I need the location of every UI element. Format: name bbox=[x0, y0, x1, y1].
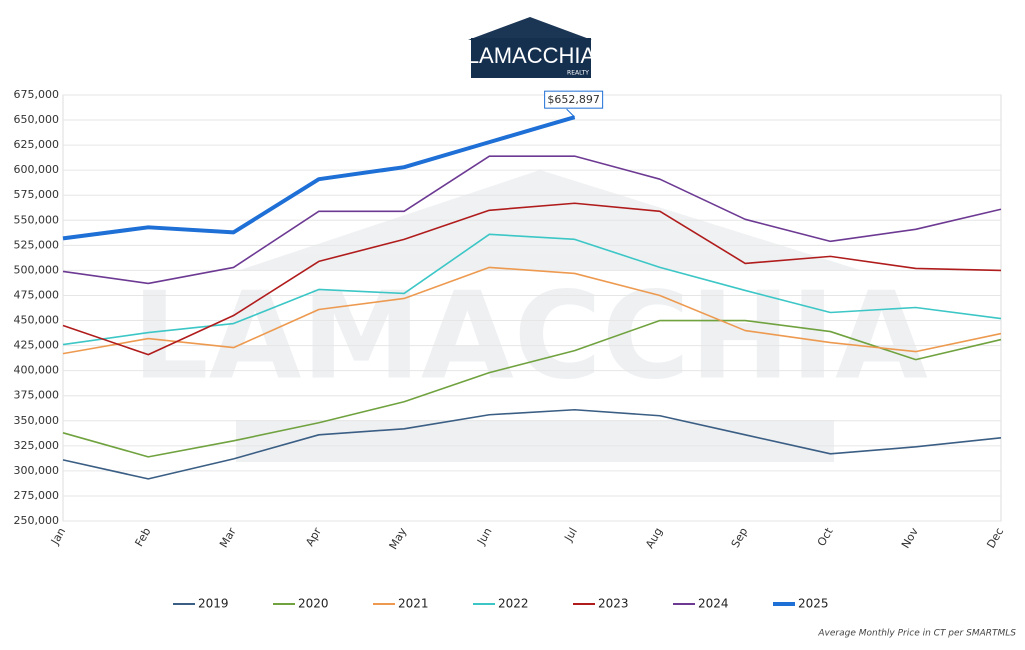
footnote: Average Monthly Price in CT per SMARTMLS bbox=[817, 629, 1016, 639]
logo: LAMACCHIA REALTY bbox=[467, 17, 596, 78]
y-tick-label: 350,000 bbox=[14, 414, 60, 427]
legend-label: 2024 bbox=[698, 597, 729, 611]
callout-pointer bbox=[566, 108, 575, 118]
series-line bbox=[62, 115, 576, 241]
series-line bbox=[62, 408, 1002, 480]
legend-label: 2025 bbox=[798, 597, 829, 611]
x-tick-label: Feb bbox=[132, 525, 153, 548]
y-tick-label: 625,000 bbox=[14, 138, 60, 151]
y-tick-label: 550,000 bbox=[14, 213, 60, 226]
legend-label: 2023 bbox=[598, 597, 629, 611]
y-tick-label: 650,000 bbox=[14, 113, 60, 126]
y-tick-label: 500,000 bbox=[14, 263, 60, 276]
series-line bbox=[62, 155, 1002, 285]
y-tick-label: 450,000 bbox=[14, 314, 60, 327]
x-tick-label: Jan bbox=[48, 525, 68, 547]
y-tick-label: 575,000 bbox=[14, 188, 60, 201]
x-tick-label: Sep bbox=[729, 525, 751, 549]
x-tick-label: Mar bbox=[217, 525, 239, 550]
value-label: $652,897 bbox=[547, 93, 600, 106]
x-tick-label: Aug bbox=[643, 526, 665, 551]
y-tick-label: 250,000 bbox=[14, 514, 60, 527]
x-tick-label: May bbox=[387, 525, 410, 552]
value-callout: $652,897 bbox=[544, 90, 604, 118]
y-tick-label: 400,000 bbox=[14, 364, 60, 377]
x-tick-label: Jun bbox=[474, 525, 494, 547]
legend-label: 2020 bbox=[298, 597, 329, 611]
y-tick-label: 475,000 bbox=[14, 288, 60, 301]
series-line bbox=[62, 202, 1002, 356]
y-tick-label: 525,000 bbox=[14, 238, 60, 251]
logo-sub: REALTY bbox=[567, 70, 589, 77]
x-tick-label: Nov bbox=[899, 525, 921, 551]
series-line bbox=[62, 233, 1002, 346]
callout-box bbox=[544, 90, 604, 109]
legend-label: 2021 bbox=[398, 597, 429, 611]
y-tick-label: 425,000 bbox=[14, 339, 60, 352]
y-tick-label: 300,000 bbox=[14, 464, 60, 477]
y-tick-label: 275,000 bbox=[14, 489, 60, 502]
y-tick-label: 325,000 bbox=[14, 439, 60, 452]
y-tick-label: 375,000 bbox=[14, 389, 60, 402]
logo-name: LAMACCHIA bbox=[467, 43, 596, 68]
legend-label: 2022 bbox=[498, 597, 529, 611]
y-tick-label: 600,000 bbox=[14, 163, 60, 176]
watermark-text: LAMACCHIA bbox=[132, 268, 928, 407]
x-tick-label: Oct bbox=[815, 525, 836, 549]
series-line bbox=[62, 319, 1002, 458]
y-tick-label: 675,000 bbox=[14, 88, 60, 101]
x-tick-label: Jul bbox=[561, 526, 579, 545]
series-line bbox=[62, 266, 1002, 355]
x-tick-label: Dec bbox=[984, 526, 1006, 551]
legend-label: 2019 bbox=[198, 597, 229, 611]
x-tick-label: Apr bbox=[303, 525, 324, 548]
